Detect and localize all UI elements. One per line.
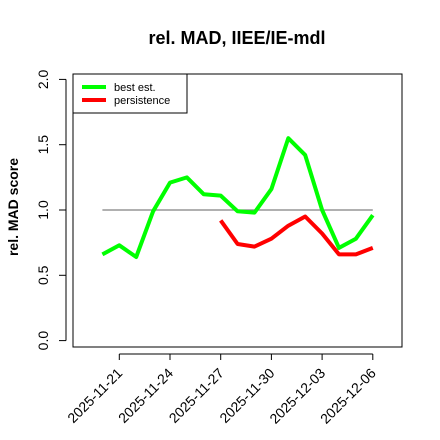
- chart-title: rel. MAD, IIEE/IE-mdl: [148, 28, 325, 48]
- series-group: [101, 136, 375, 259]
- y-axis-label: rel. MAD score: [5, 158, 21, 256]
- y-tick-label: 2.0: [35, 69, 51, 89]
- axes: 0.00.51.01.52.02025-11-212025-11-242025-…: [35, 69, 379, 426]
- y-tick-label: 1.0: [35, 200, 51, 220]
- y-tick-label: 1.5: [35, 135, 51, 155]
- legend-label: best est.: [114, 82, 156, 94]
- legend-box: [72, 73, 188, 114]
- legend: best est.persistence: [72, 73, 188, 114]
- x-tick-label: 2025-12-06: [317, 365, 379, 427]
- series-line-persistence: [219, 214, 374, 257]
- series-line-best-est: [101, 136, 375, 259]
- y-tick-label: 0.5: [35, 265, 51, 285]
- y-tick-label: 0.0: [35, 331, 51, 351]
- plot-frame: [72, 73, 403, 348]
- legend-label: persistence: [114, 95, 170, 107]
